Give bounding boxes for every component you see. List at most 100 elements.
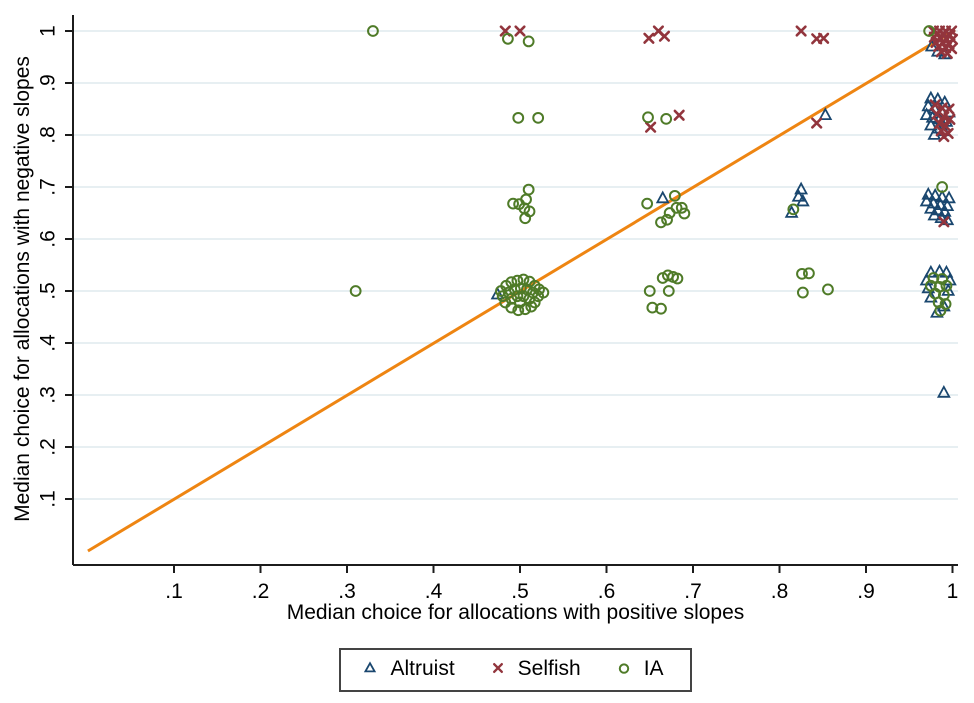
data-point-ia [923,25,936,37]
legend-box: Altruist Selfish IA [339,648,692,692]
data-point-ia [662,285,675,297]
data-point-altruist [791,188,806,202]
data-point-selfish [941,47,953,59]
y-tick-label: .6 [37,230,60,248]
data-point-selfish [658,30,671,42]
data-point-selfish [811,117,823,129]
x-tick-label: .8 [771,580,789,603]
scatter-plot-canvas: .1 .2 .3 .4 .5 .6 .7 .8 .9 1 .1 .2 .3 .4 .5 .6 .7 .8 .9 1 [37,15,959,603]
data-point-ia [522,35,535,48]
data-point-selfish [643,32,655,44]
data-point-selfish [929,99,941,111]
data-point-altruist [923,117,938,131]
data-point-altruist [923,200,938,214]
data-point-altruist [795,193,810,207]
x-icon [492,663,503,673]
data-point-ia [501,32,514,45]
x-tick-label: .9 [857,580,875,603]
legend-item-selfish: Selfish [489,657,581,681]
data-point-ia [822,283,834,296]
data-point-altruist [794,181,809,195]
data-point-ia [642,111,654,124]
data-point-ia [796,267,808,280]
data-point-selfish [938,130,950,143]
y-tick-label: .5 [37,282,60,300]
x-tick-label: .2 [252,580,270,603]
y-tick-label: .2 [37,438,60,456]
data-point-selfish [944,113,956,125]
data-point-selfish [943,103,955,115]
data-point-ia [936,181,949,193]
data-point-selfish [818,32,830,44]
legend: Altruist Selfish IA [73,648,958,692]
data-point-ia [660,112,673,125]
data-point-ia [512,304,525,317]
x-tick-label: 1 [947,580,959,603]
x-tick-label: .6 [598,580,616,603]
data-point-selfish [938,111,950,123]
data-point-altruist [919,193,934,207]
data-point-altruist [936,384,951,398]
data-point-ia [678,207,691,220]
triangle-icon [364,661,377,673]
data-point-altruist [923,90,938,104]
data-point-ia [512,111,525,124]
data-point-altruist [655,190,670,204]
y-tick-label: .9 [37,74,60,92]
legend-item-ia: IA [615,657,664,681]
data-point-altruist [921,98,936,112]
x-tick-label: .3 [338,580,356,603]
data-point-ia [671,272,684,285]
data-point-ia [668,189,681,202]
data-point-altruist [937,204,952,217]
x-icon [489,660,507,678]
x-tick-label: .5 [511,580,529,603]
circle-icon [615,660,633,678]
data-point-ia [532,111,545,124]
y-tick-label: .1 [37,490,60,508]
data-point-altruist [927,207,942,221]
data-point-ia [349,285,362,297]
data-point-altruist [919,107,934,121]
y-tick-label: .4 [37,334,60,352]
data-point-ia [787,203,800,216]
x-tick-label: .7 [684,580,702,603]
legend-label-altruist: Altruist [390,657,455,680]
data-point-selfish [514,25,526,37]
data-point-ia [514,296,526,309]
legend-item-altruist: Altruist [361,657,455,681]
data-point-ia [643,285,656,297]
y-tick-label: .8 [37,126,60,144]
data-point-ia [803,267,815,280]
data-point-selfish [795,25,807,37]
data-point-altruist [818,107,833,121]
data-point-altruist [923,289,938,303]
data-point-ia [517,290,530,303]
x-tick-label: .4 [425,580,443,603]
data-point-ia [934,304,947,317]
circle-icon [618,663,629,674]
data-point-ia [519,303,532,316]
data-point-ia [641,197,654,210]
data-point-ia [505,301,518,314]
y-axis-title: Median choice for allocations with negat… [11,56,34,522]
data-point-altruist [930,304,944,318]
x-tick-label: .1 [165,580,183,603]
data-point-ia [646,301,659,314]
data-point-ia [655,216,667,229]
data-point-ia [796,286,809,299]
data-point-ia [537,286,550,299]
data-point-ia [511,290,524,303]
legend-label-ia: IA [643,657,664,680]
data-point-selfish [673,109,685,121]
triangle-icon [361,660,379,678]
y-tick-label: .3 [37,386,60,404]
data-point-ia [932,296,945,309]
data-point-ia [663,207,676,219]
y-tick-label: 1 [37,25,60,37]
data-point-ia [519,212,532,225]
data-point-selfish [645,121,657,133]
data-point-ia [661,213,673,226]
data-point-ia [525,300,538,313]
